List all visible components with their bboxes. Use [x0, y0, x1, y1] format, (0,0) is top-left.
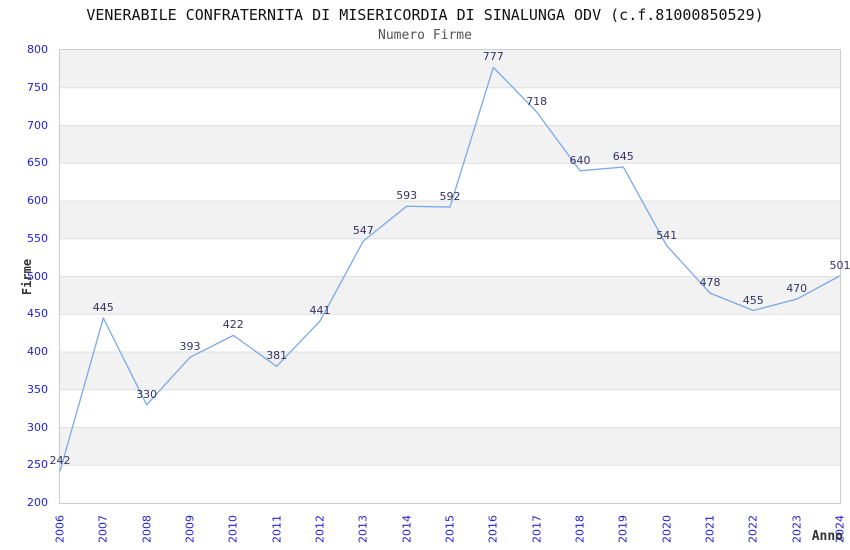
data-point-label: 592 — [439, 190, 461, 203]
gridline — [60, 389, 840, 391]
x-tick-label: 2022 — [746, 515, 760, 543]
gridline — [60, 87, 840, 89]
x-tick-label: 2012 — [313, 515, 327, 543]
data-point-label: 445 — [92, 301, 114, 314]
gridline — [60, 162, 840, 164]
x-tick-label: 2010 — [226, 515, 240, 543]
line-series-svg — [59, 50, 841, 503]
plot-band — [60, 50, 840, 88]
data-point-label: 593 — [396, 189, 418, 203]
y-tick-label: 400 — [27, 345, 48, 358]
gridline — [60, 464, 840, 466]
x-tick-label: 2009 — [183, 515, 197, 543]
plot-band — [60, 238, 840, 277]
x-tick-label: 2018 — [573, 515, 587, 543]
plot-band — [60, 314, 840, 352]
x-tick-label: 2013 — [356, 515, 370, 543]
y-tick-label: 600 — [27, 194, 48, 207]
plot-band — [60, 276, 840, 315]
plot-band — [60, 163, 840, 201]
plot-band — [60, 427, 840, 466]
x-tick-label: 2020 — [660, 515, 674, 543]
data-point-label: 455 — [742, 293, 764, 307]
y-tick-label: 350 — [27, 382, 48, 396]
data-point-label: 718 — [526, 94, 548, 108]
gridline — [60, 276, 840, 277]
data-point-label: 645 — [612, 150, 634, 163]
x-tick-label: 2008 — [140, 515, 154, 543]
x-axis-label: Anno — [811, 529, 843, 544]
y-tick-label: 450 — [27, 307, 48, 321]
gridline — [60, 427, 840, 428]
gridline — [60, 125, 840, 126]
gridline — [60, 200, 840, 202]
data-point-label: 422 — [222, 318, 244, 332]
data-point-label: 541 — [656, 228, 678, 242]
gridline — [60, 313, 840, 315]
plot-band — [60, 125, 840, 164]
gridline — [60, 238, 840, 240]
gridline — [60, 351, 840, 353]
x-tick-label: 2006 — [53, 515, 67, 543]
data-point-label: 501 — [829, 258, 850, 272]
data-point-label: 393 — [179, 340, 201, 354]
x-tick-label: 2017 — [530, 515, 544, 543]
chart-subtitle: Numero Firme — [378, 28, 472, 43]
data-point-label: 478 — [699, 276, 721, 290]
x-tick-label: 2021 — [703, 515, 717, 543]
plot-area: 242 445 330 393 422 381 441 547 593 592 777 718 640 6… — [50, 49, 850, 504]
y-tick-label: 250 — [27, 458, 48, 472]
y-tick-label: 300 — [27, 420, 48, 434]
y-tick-label: 500 — [27, 269, 48, 283]
data-point-label: 470 — [786, 282, 808, 296]
data-point-label: 777 — [482, 50, 504, 64]
x-tick-label: 2011 — [270, 515, 284, 543]
y-tick-label: 750 — [27, 80, 48, 94]
plot-band — [60, 389, 840, 428]
data-point-label: 330 — [136, 387, 158, 401]
x-tick-label: 2023 — [790, 515, 804, 543]
line-series — [59, 66, 841, 472]
data-point-label: 441 — [309, 304, 331, 317]
y-tick-label: 550 — [27, 231, 48, 245]
data-point-label: 640 — [569, 153, 591, 167]
x-tick-label: 2007 — [96, 515, 110, 543]
y-tick-label: 700 — [27, 118, 48, 132]
plot-band — [60, 87, 840, 126]
x-tick-label: 2015 — [443, 515, 457, 543]
data-point-label: 547 — [352, 224, 374, 237]
y-tick-label: 800 — [27, 43, 48, 56]
chart-title: VENERABILE CONFRATERNITA DI MISERICORDIA… — [86, 6, 764, 24]
x-tick-label: 2014 — [400, 515, 414, 543]
x-tick-label: 2016 — [486, 515, 500, 543]
data-point-label: 242 — [49, 454, 71, 468]
x-tick-label: 2019 — [616, 515, 630, 543]
data-point-label: 381 — [266, 349, 288, 363]
plot-band — [60, 465, 840, 503]
plot-band — [60, 352, 840, 390]
y-tick-label: 650 — [27, 156, 48, 170]
y-tick-label: 200 — [27, 496, 48, 509]
